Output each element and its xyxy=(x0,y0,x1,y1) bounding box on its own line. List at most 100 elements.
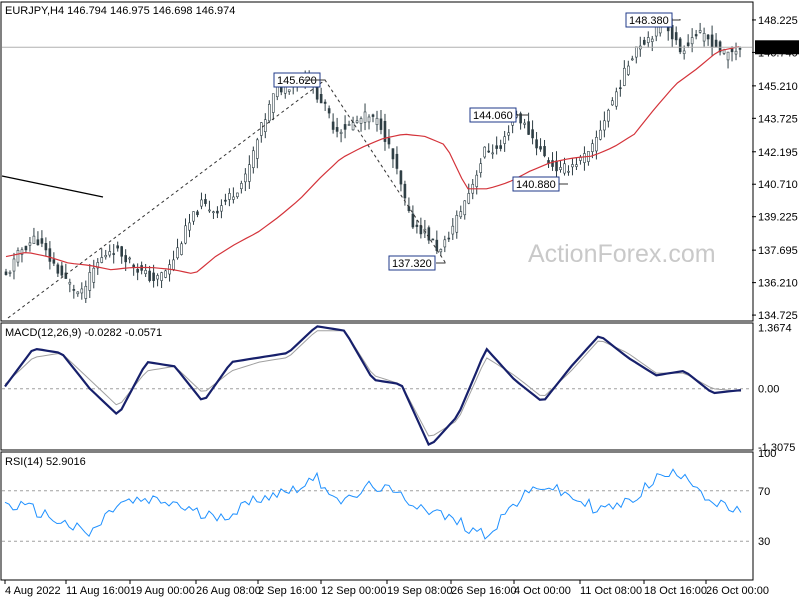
candle-body xyxy=(248,164,251,182)
candle-body xyxy=(694,34,698,37)
price-axis-label: 134.725 xyxy=(758,310,798,322)
candle-body xyxy=(287,89,291,92)
price-axis-label: 148.225 xyxy=(758,15,798,27)
candle-body xyxy=(499,145,502,149)
x-axis-label: 2 Sep 16:00 xyxy=(258,585,317,597)
candle-body xyxy=(343,124,347,130)
candle-body xyxy=(359,118,363,124)
macd-axis-label: -1.3075 xyxy=(758,442,795,454)
candle-body xyxy=(531,129,534,139)
candle-body xyxy=(220,205,223,212)
candle-body xyxy=(331,121,335,130)
candle-body xyxy=(212,211,215,214)
candle-body xyxy=(447,237,451,240)
candle-body xyxy=(116,245,119,249)
candle-body xyxy=(244,173,247,183)
candle-body xyxy=(475,174,479,187)
candle-body xyxy=(267,104,271,122)
candle-body xyxy=(599,129,602,140)
candle-body xyxy=(236,192,239,198)
watermark: ActionForex.com xyxy=(528,240,716,268)
candle-body xyxy=(64,272,68,279)
price-axis-label: 139.225 xyxy=(758,212,798,224)
candle-body xyxy=(535,139,538,149)
moving-average-line xyxy=(5,46,740,274)
candle-body xyxy=(275,85,279,97)
candle-body xyxy=(682,50,686,54)
macd-main-line xyxy=(4,325,742,446)
candle-body xyxy=(120,246,123,257)
candle-body xyxy=(216,210,219,214)
x-axis-label: 26 Sep 16:00 xyxy=(451,585,516,597)
candle-body xyxy=(571,164,574,168)
candle-body xyxy=(232,196,235,200)
candle-body xyxy=(32,235,36,244)
candle-body xyxy=(619,87,622,90)
candle-body xyxy=(443,239,447,248)
candle-body xyxy=(463,200,467,216)
candle-body xyxy=(690,37,694,45)
candle-body xyxy=(180,243,183,255)
candle-body xyxy=(132,264,135,268)
candle-body xyxy=(271,93,275,113)
macd-panel xyxy=(0,322,754,451)
candle-body xyxy=(623,67,626,86)
price-axis-label: 145.210 xyxy=(758,81,798,93)
candle-body xyxy=(108,251,112,256)
candle-body xyxy=(319,94,323,104)
candle-body xyxy=(12,258,16,272)
candle-body xyxy=(603,120,606,131)
candle-body xyxy=(156,275,159,280)
candle-body xyxy=(435,239,439,251)
candle-body xyxy=(403,183,407,199)
candle-body xyxy=(399,170,403,185)
candle-body xyxy=(427,227,431,241)
price-label: 145.620 xyxy=(277,75,317,87)
candle-body xyxy=(52,259,56,264)
candle-body xyxy=(144,270,147,274)
candle-body xyxy=(650,38,654,42)
candle-body xyxy=(4,271,8,275)
candle-body xyxy=(379,118,383,130)
x-axis-label: 26 Oct 00:00 xyxy=(706,585,769,597)
candle-body xyxy=(479,163,483,173)
x-axis-label: 4 Aug 2022 xyxy=(5,585,61,597)
candle-body xyxy=(260,122,263,136)
candle-body xyxy=(395,153,399,169)
candle-body xyxy=(634,46,638,58)
candle-body xyxy=(44,243,48,251)
price-title: EURJPY,H4 146.794 146.975 146.698 146.97… xyxy=(5,5,235,17)
candle-body xyxy=(646,37,650,43)
candle-body xyxy=(240,183,243,190)
candle-body xyxy=(367,116,371,123)
candle-body xyxy=(439,249,443,253)
candle-body xyxy=(411,213,415,228)
candle-body xyxy=(591,143,594,152)
candle-body xyxy=(611,100,614,106)
rsi-title: RSI(14) 52.9016 xyxy=(5,456,86,468)
current-price-tag xyxy=(755,40,799,55)
candle-body xyxy=(152,272,155,281)
candle-body xyxy=(459,211,463,218)
candle-body xyxy=(224,199,227,202)
price-axis-label: 137.695 xyxy=(758,245,798,257)
price-label-box xyxy=(388,255,436,271)
rsi-axis-label: 100 xyxy=(758,448,776,460)
candle-body xyxy=(583,153,586,163)
candle-body xyxy=(575,164,578,167)
candle-body xyxy=(148,270,151,281)
candle-body xyxy=(730,48,734,53)
price-label: 148.380 xyxy=(629,15,669,27)
price-label: 137.320 xyxy=(392,258,432,270)
candle-body xyxy=(491,152,494,155)
candle-body xyxy=(567,170,570,173)
x-axis-label: 19 Sep 08:00 xyxy=(387,585,452,597)
candle-body xyxy=(487,150,490,153)
price-label: 140.880 xyxy=(516,179,556,191)
candle-body xyxy=(112,253,116,255)
x-axis-label: 19 Aug 00:00 xyxy=(130,585,195,597)
candle-body xyxy=(128,257,131,260)
candle-body xyxy=(674,32,678,41)
candle-body xyxy=(543,146,546,157)
